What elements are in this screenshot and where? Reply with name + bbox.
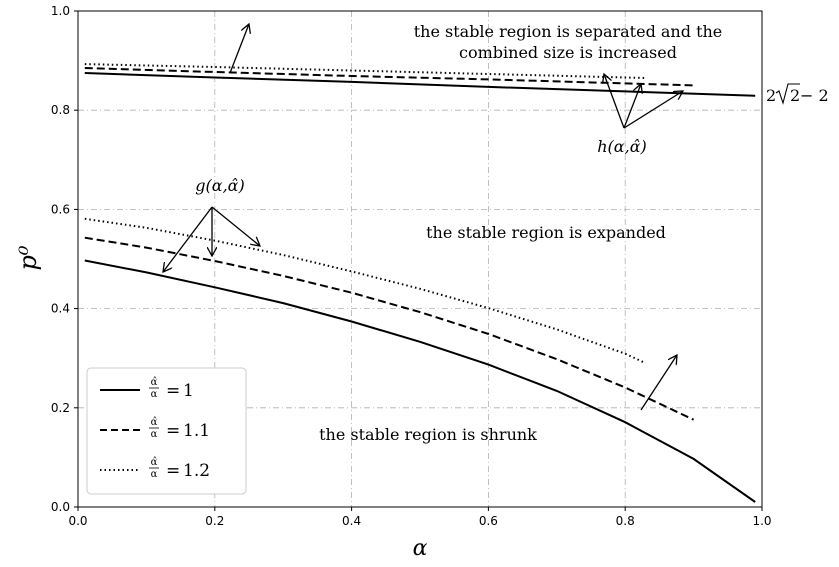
x-tick-label: 0.2 (205, 514, 224, 528)
x-tick-label: 0.6 (479, 514, 498, 528)
arrow-h-to-solid (604, 74, 625, 129)
series-line-lower-dotted (84, 217, 647, 365)
arrow-h-to-dashed (623, 84, 641, 129)
series-line-upper-solid (84, 72, 756, 97)
series-line-upper-dotted (84, 63, 646, 79)
x-tick-label: 0.4 (342, 514, 361, 528)
annotation-separated-line1: the stable region is separated and the (414, 22, 723, 41)
y-axis-title: p⁰ (14, 245, 42, 270)
svg-text:2: 2 (790, 86, 800, 105)
svg-text:α̂: α̂ (151, 377, 158, 388)
y-tick-label: 0.8 (51, 103, 70, 117)
svg-text:=: = (166, 421, 180, 441)
svg-text:1.2: 1.2 (183, 461, 210, 481)
x-axis: 0.0 0.2 0.4 0.6 0.8 1.0 (68, 507, 772, 528)
arrow-g-to-solid (163, 206, 213, 272)
arrow-g-to-dotted (211, 206, 260, 246)
legend-item-3: α̂ α = 1.2 (100, 457, 210, 481)
y-tick-label: 0.4 (51, 302, 70, 316)
y-tick-label: 0.0 (51, 500, 70, 514)
x-tick-label: 1.0 (752, 514, 771, 528)
svg-text:− 2: − 2 (800, 86, 829, 105)
annotation-g-label: g(α,α̂) (195, 176, 244, 195)
annotation-expanded: the stable region is expanded (426, 223, 666, 242)
svg-text:α: α (151, 429, 158, 440)
plot-frame (77, 10, 763, 508)
svg-text:=: = (166, 381, 180, 401)
annotation-shrunk: the stable region is shrunk (319, 425, 537, 444)
svg-text:1: 1 (183, 381, 194, 401)
legend-box (86, 367, 247, 495)
svg-text:2: 2 (766, 86, 776, 105)
annotation-separated-line2: combined size is increased (459, 43, 677, 62)
radical-sign (775, 83, 800, 105)
svg-text:1.1: 1.1 (183, 421, 210, 441)
svg-text:α: α (151, 389, 158, 400)
legend-item-1: α̂ α = 1 (100, 377, 194, 401)
x-tick-label: 0.8 (616, 514, 635, 528)
y-tick-label: 0.6 (51, 202, 70, 216)
annotation-h-label: h(α,α̂) (597, 137, 646, 156)
annotation-right-value: 2 2 − 2 (766, 83, 829, 105)
arrow-up-separated (229, 24, 249, 74)
y-tick-label: 0.2 (51, 401, 70, 415)
arrow-up-expanded (640, 355, 677, 411)
y-tick-label: 1.0 (51, 4, 70, 18)
series-line-lower-solid (84, 259, 756, 503)
y-axis: 0.0 0.2 0.4 0.6 0.8 1.0 (51, 4, 78, 514)
svg-text:α: α (151, 469, 158, 480)
svg-text:=: = (166, 461, 180, 481)
svg-text:α̂: α̂ (151, 417, 158, 428)
arrow-h-to-dotted (623, 91, 683, 129)
series-line-lower-dashed (84, 236, 695, 421)
x-axis-title: α (413, 536, 428, 561)
annotation-arrows (163, 24, 683, 411)
legend: α̂ α = 1 α̂ α = 1.1 α̂ α = 1.2 (86, 367, 247, 495)
x-tick-label: 0.0 (68, 514, 87, 528)
svg-text:α̂: α̂ (151, 457, 158, 468)
legend-item-2: α̂ α = 1.1 (100, 417, 210, 441)
